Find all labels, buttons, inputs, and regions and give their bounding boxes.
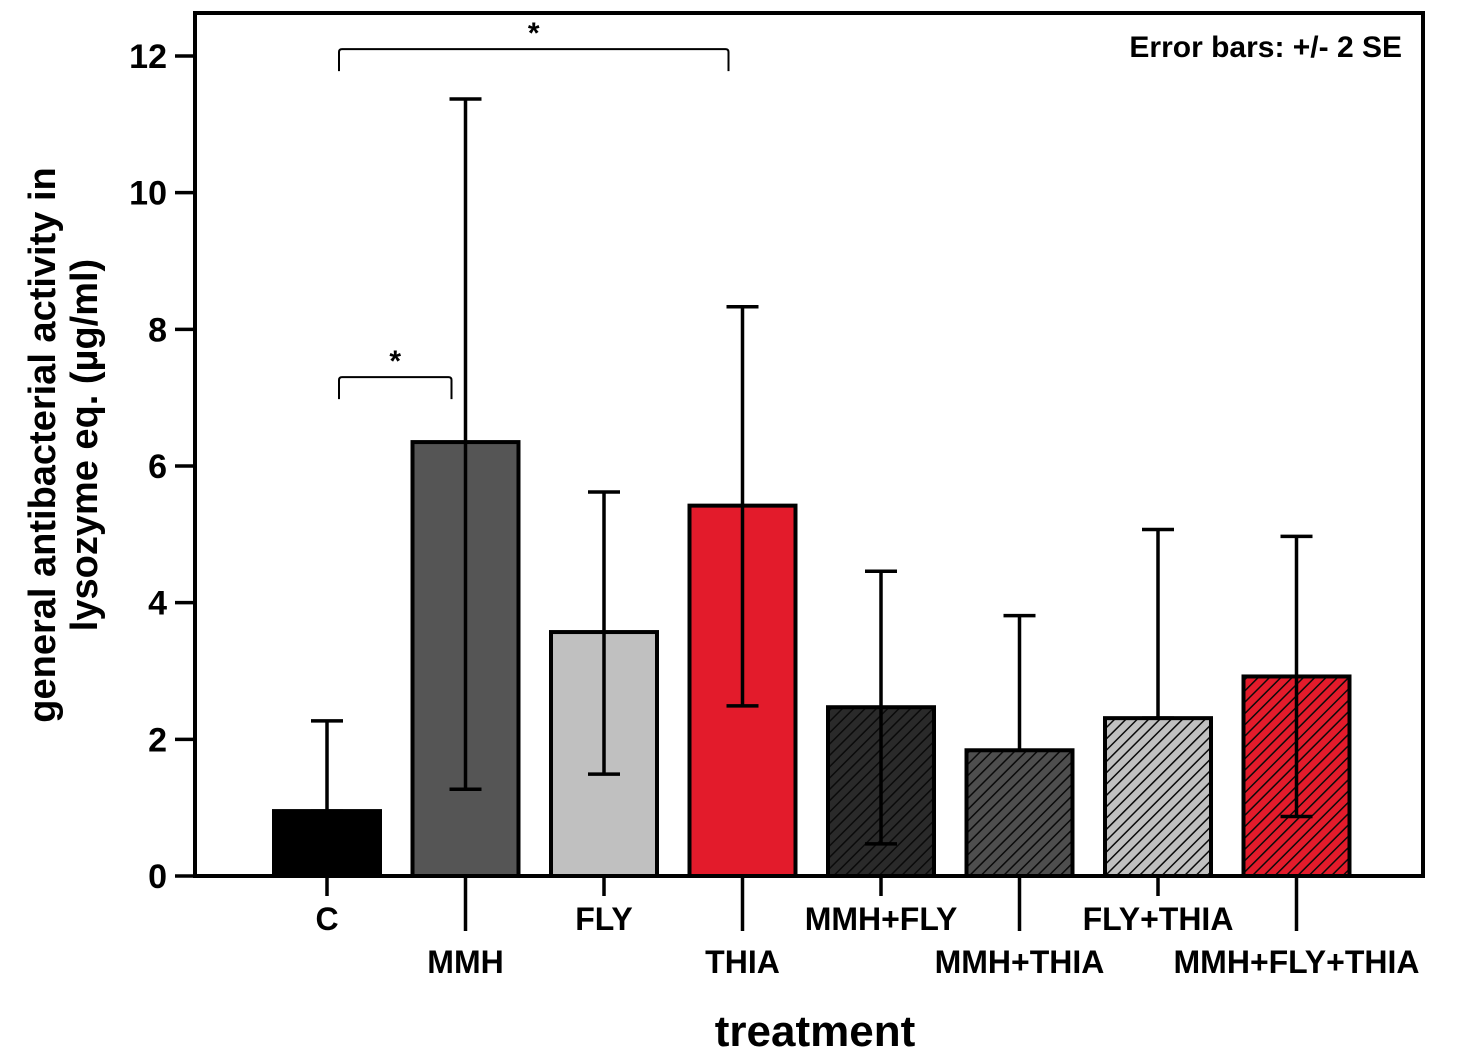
plot-frame	[193, 11, 1425, 878]
x-tick-label: MMH+FLY+THIA	[1174, 944, 1420, 980]
error-bar-fly	[588, 490, 620, 776]
y-axis: 0 2 4 6 8 10 12	[129, 38, 195, 896]
error-bar-c	[311, 719, 343, 813]
y-tick-label: 0	[148, 858, 167, 896]
y-tick-label: 6	[148, 448, 167, 486]
x-axis: C MMH FLY THIA MMH+FLY MMH+THIA FLY+THIA MMH+FL…	[315, 876, 1419, 980]
bracket-line	[338, 376, 453, 400]
error-bar-thia	[726, 305, 759, 708]
y-axis-title-line-2: lysozyme eq. (µg/ml)	[64, 259, 106, 631]
y-tick-label: 4	[148, 585, 167, 623]
y-axis-title-line-1: general antibacterial activity in	[22, 167, 64, 722]
error-bar-mmh	[449, 97, 482, 791]
y-tick-label: 12	[129, 38, 167, 76]
x-tick-label: FLY+THIA	[1083, 901, 1234, 937]
bar-fly-thia	[1103, 716, 1213, 879]
x-tick-label: MMH	[427, 944, 503, 980]
error-bar-mmh-fly	[865, 569, 897, 846]
significance-bracket: *	[338, 17, 730, 72]
error-bar-mmh-fly-thia	[1280, 534, 1313, 819]
significance-brackets: **	[338, 17, 730, 400]
y-tick-label: 8	[148, 311, 167, 349]
y-axis-title: general antibacterial activity in lysozy…	[22, 167, 106, 722]
x-tick-label: MMH+THIA	[935, 944, 1105, 980]
x-tick-label: THIA	[705, 944, 780, 980]
significance-star: *	[528, 17, 540, 50]
bar-c	[272, 809, 382, 878]
significance-star: *	[389, 345, 401, 378]
bars-group	[272, 440, 1352, 879]
error-bars-group	[311, 97, 1313, 846]
x-tick-label: C	[315, 901, 338, 937]
bar-mmh-thia	[964, 748, 1075, 878]
y-tick-label: 10	[129, 175, 167, 213]
error-bar-fly-thia	[1142, 527, 1174, 720]
bracket-line	[338, 48, 730, 72]
error-bar-note: Error bars: +/- 2 SE	[1129, 31, 1402, 64]
significance-bracket: *	[338, 345, 453, 400]
error-bar-mmh-thia	[1003, 613, 1036, 753]
x-tick-label: FLY	[575, 901, 633, 937]
x-tick-label: MMH+FLY	[805, 901, 958, 937]
x-axis-title: treatment	[715, 1007, 916, 1053]
y-tick-label: 2	[148, 721, 167, 759]
